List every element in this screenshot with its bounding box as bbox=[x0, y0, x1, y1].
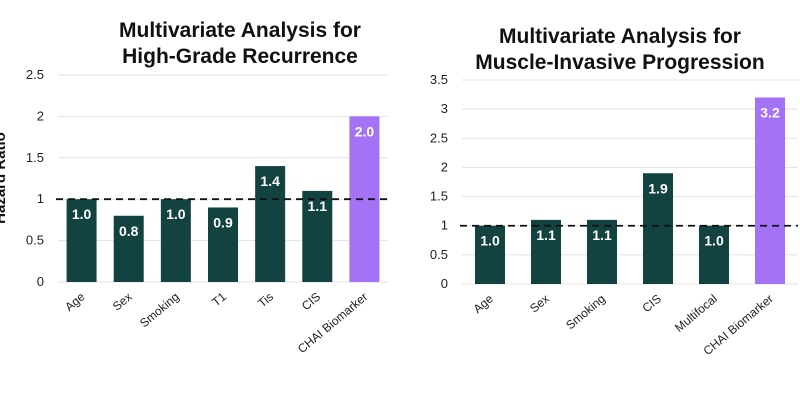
bar-smoking bbox=[160, 199, 191, 282]
bar-cis bbox=[302, 190, 333, 282]
data-label: 0.9 bbox=[213, 214, 233, 230]
bar-t1 bbox=[208, 207, 238, 282]
bar-cis bbox=[643, 173, 673, 284]
y-tick-label: 2.5 bbox=[430, 130, 448, 145]
y-tick-label: 1.5 bbox=[26, 150, 44, 165]
bar-tis bbox=[255, 166, 286, 282]
y-tick-label: 1.5 bbox=[430, 189, 448, 204]
bar-age bbox=[66, 199, 97, 282]
x-tick-label: Tis bbox=[255, 290, 276, 311]
data-label: 3.2 bbox=[760, 104, 780, 120]
y-tick-label: 2 bbox=[441, 159, 448, 174]
data-label: 1.1 bbox=[592, 227, 612, 243]
data-label: 1.1 bbox=[536, 227, 556, 243]
y-tick-label: 1 bbox=[37, 191, 44, 206]
y-tick-label: 0 bbox=[37, 274, 44, 289]
bar-age bbox=[475, 225, 505, 284]
x-tick-label: Smoking bbox=[563, 292, 608, 333]
bar-multifocal bbox=[699, 225, 729, 284]
data-label: 1.0 bbox=[480, 233, 500, 249]
bar-smoking bbox=[587, 219, 617, 284]
data-label: 2.0 bbox=[355, 123, 375, 139]
chart2-title: Multivariate Analysis for Muscle-Invasiv… bbox=[420, 24, 800, 76]
chart2-plot: 0 0.5 1 1.5 2 2.5 3 3.5 1.0 Age 1.1 Sex 1.1 Smoking 1.… bbox=[430, 72, 798, 358]
x-tick-label: CIS bbox=[299, 290, 323, 314]
data-label: 1.1 bbox=[308, 198, 328, 214]
data-label: 1.0 bbox=[166, 206, 186, 222]
bar-chai-biomarker bbox=[755, 97, 785, 284]
x-tick-label: CIS bbox=[640, 292, 664, 316]
chart1-title-line1: Multivariate Analysis for bbox=[119, 19, 361, 42]
x-tick-label: Sex bbox=[527, 292, 552, 316]
chart1-title-line2: High-Grade Recurrence bbox=[122, 45, 358, 68]
bar-sex bbox=[531, 219, 561, 284]
y-tick-label: 0 bbox=[441, 276, 448, 291]
y-tick-label: 0.5 bbox=[430, 247, 448, 262]
x-tick-label: T1 bbox=[209, 289, 229, 309]
data-label: 1.0 bbox=[704, 233, 724, 249]
bar-sex bbox=[113, 215, 144, 282]
chart2-title-line2: Muscle-Invasive Progression bbox=[475, 51, 765, 74]
x-tick-label: Smoking bbox=[137, 290, 182, 331]
y-tick-label: 0.5 bbox=[26, 233, 44, 248]
x-tick-label: Age bbox=[62, 289, 88, 314]
y-tick-label: 1 bbox=[441, 218, 448, 233]
chart1-title: Multivariate Analysis for High-Grade Rec… bbox=[40, 18, 440, 70]
data-label: 1.0 bbox=[72, 206, 92, 222]
y-tick-label: 3 bbox=[441, 101, 448, 116]
chart2-title-line1: Multivariate Analysis for bbox=[499, 25, 741, 48]
data-label: 1.4 bbox=[260, 173, 280, 189]
y-tick-label: 3.5 bbox=[430, 72, 448, 87]
data-label: 1.9 bbox=[648, 180, 668, 196]
y-tick-label: 2 bbox=[37, 108, 44, 123]
data-label: 0.8 bbox=[119, 223, 139, 239]
y-tick-label: 2.5 bbox=[26, 67, 44, 82]
chart1-plot: 0 0.5 1 1.5 2 2.5 1.0 Age 0.8 Sex 1.0 Smoking 0.9 T1 1… bbox=[0, 67, 388, 356]
x-tick-label: Multifocal bbox=[672, 292, 720, 335]
x-tick-label: Sex bbox=[110, 290, 135, 314]
x-tick-label: Age bbox=[471, 291, 497, 316]
y-axis-label: Hazard Ratio bbox=[0, 132, 9, 224]
